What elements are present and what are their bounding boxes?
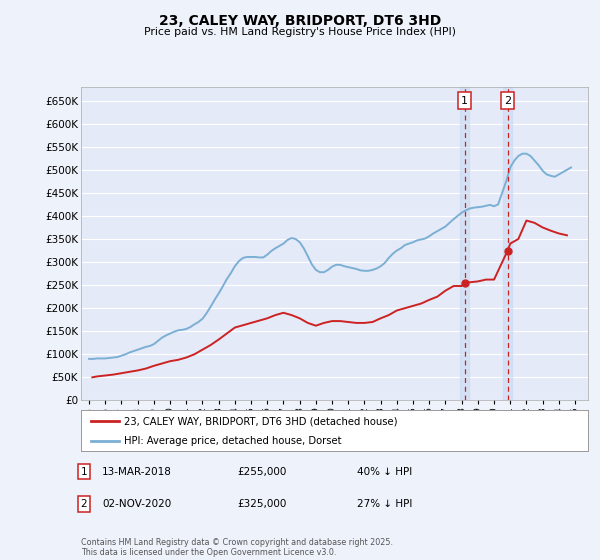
Text: 1: 1 [461, 96, 468, 106]
Text: 02-NOV-2020: 02-NOV-2020 [102, 499, 171, 509]
Text: 40% ↓ HPI: 40% ↓ HPI [357, 466, 412, 477]
Text: 2: 2 [504, 96, 511, 106]
Text: 1: 1 [80, 466, 88, 477]
Text: 27% ↓ HPI: 27% ↓ HPI [357, 499, 412, 509]
Bar [460, 87, 469, 400]
Text: Price paid vs. HM Land Registry's House Price Index (HPI): Price paid vs. HM Land Registry's House … [144, 27, 456, 37]
Text: Contains HM Land Registry data © Crown copyright and database right 2025.
This d: Contains HM Land Registry data © Crown c… [81, 538, 393, 557]
Bar [503, 87, 512, 400]
Text: 23, CALEY WAY, BRIDPORT, DT6 3HD: 23, CALEY WAY, BRIDPORT, DT6 3HD [159, 14, 441, 28]
Text: HPI: Average price, detached house, Dorset: HPI: Average price, detached house, Dors… [124, 436, 341, 446]
Text: £325,000: £325,000 [237, 499, 286, 509]
Text: £255,000: £255,000 [237, 466, 286, 477]
Text: 2: 2 [80, 499, 88, 509]
Text: 13-MAR-2018: 13-MAR-2018 [102, 466, 172, 477]
Text: 23, CALEY WAY, BRIDPORT, DT6 3HD (detached house): 23, CALEY WAY, BRIDPORT, DT6 3HD (detach… [124, 417, 398, 426]
